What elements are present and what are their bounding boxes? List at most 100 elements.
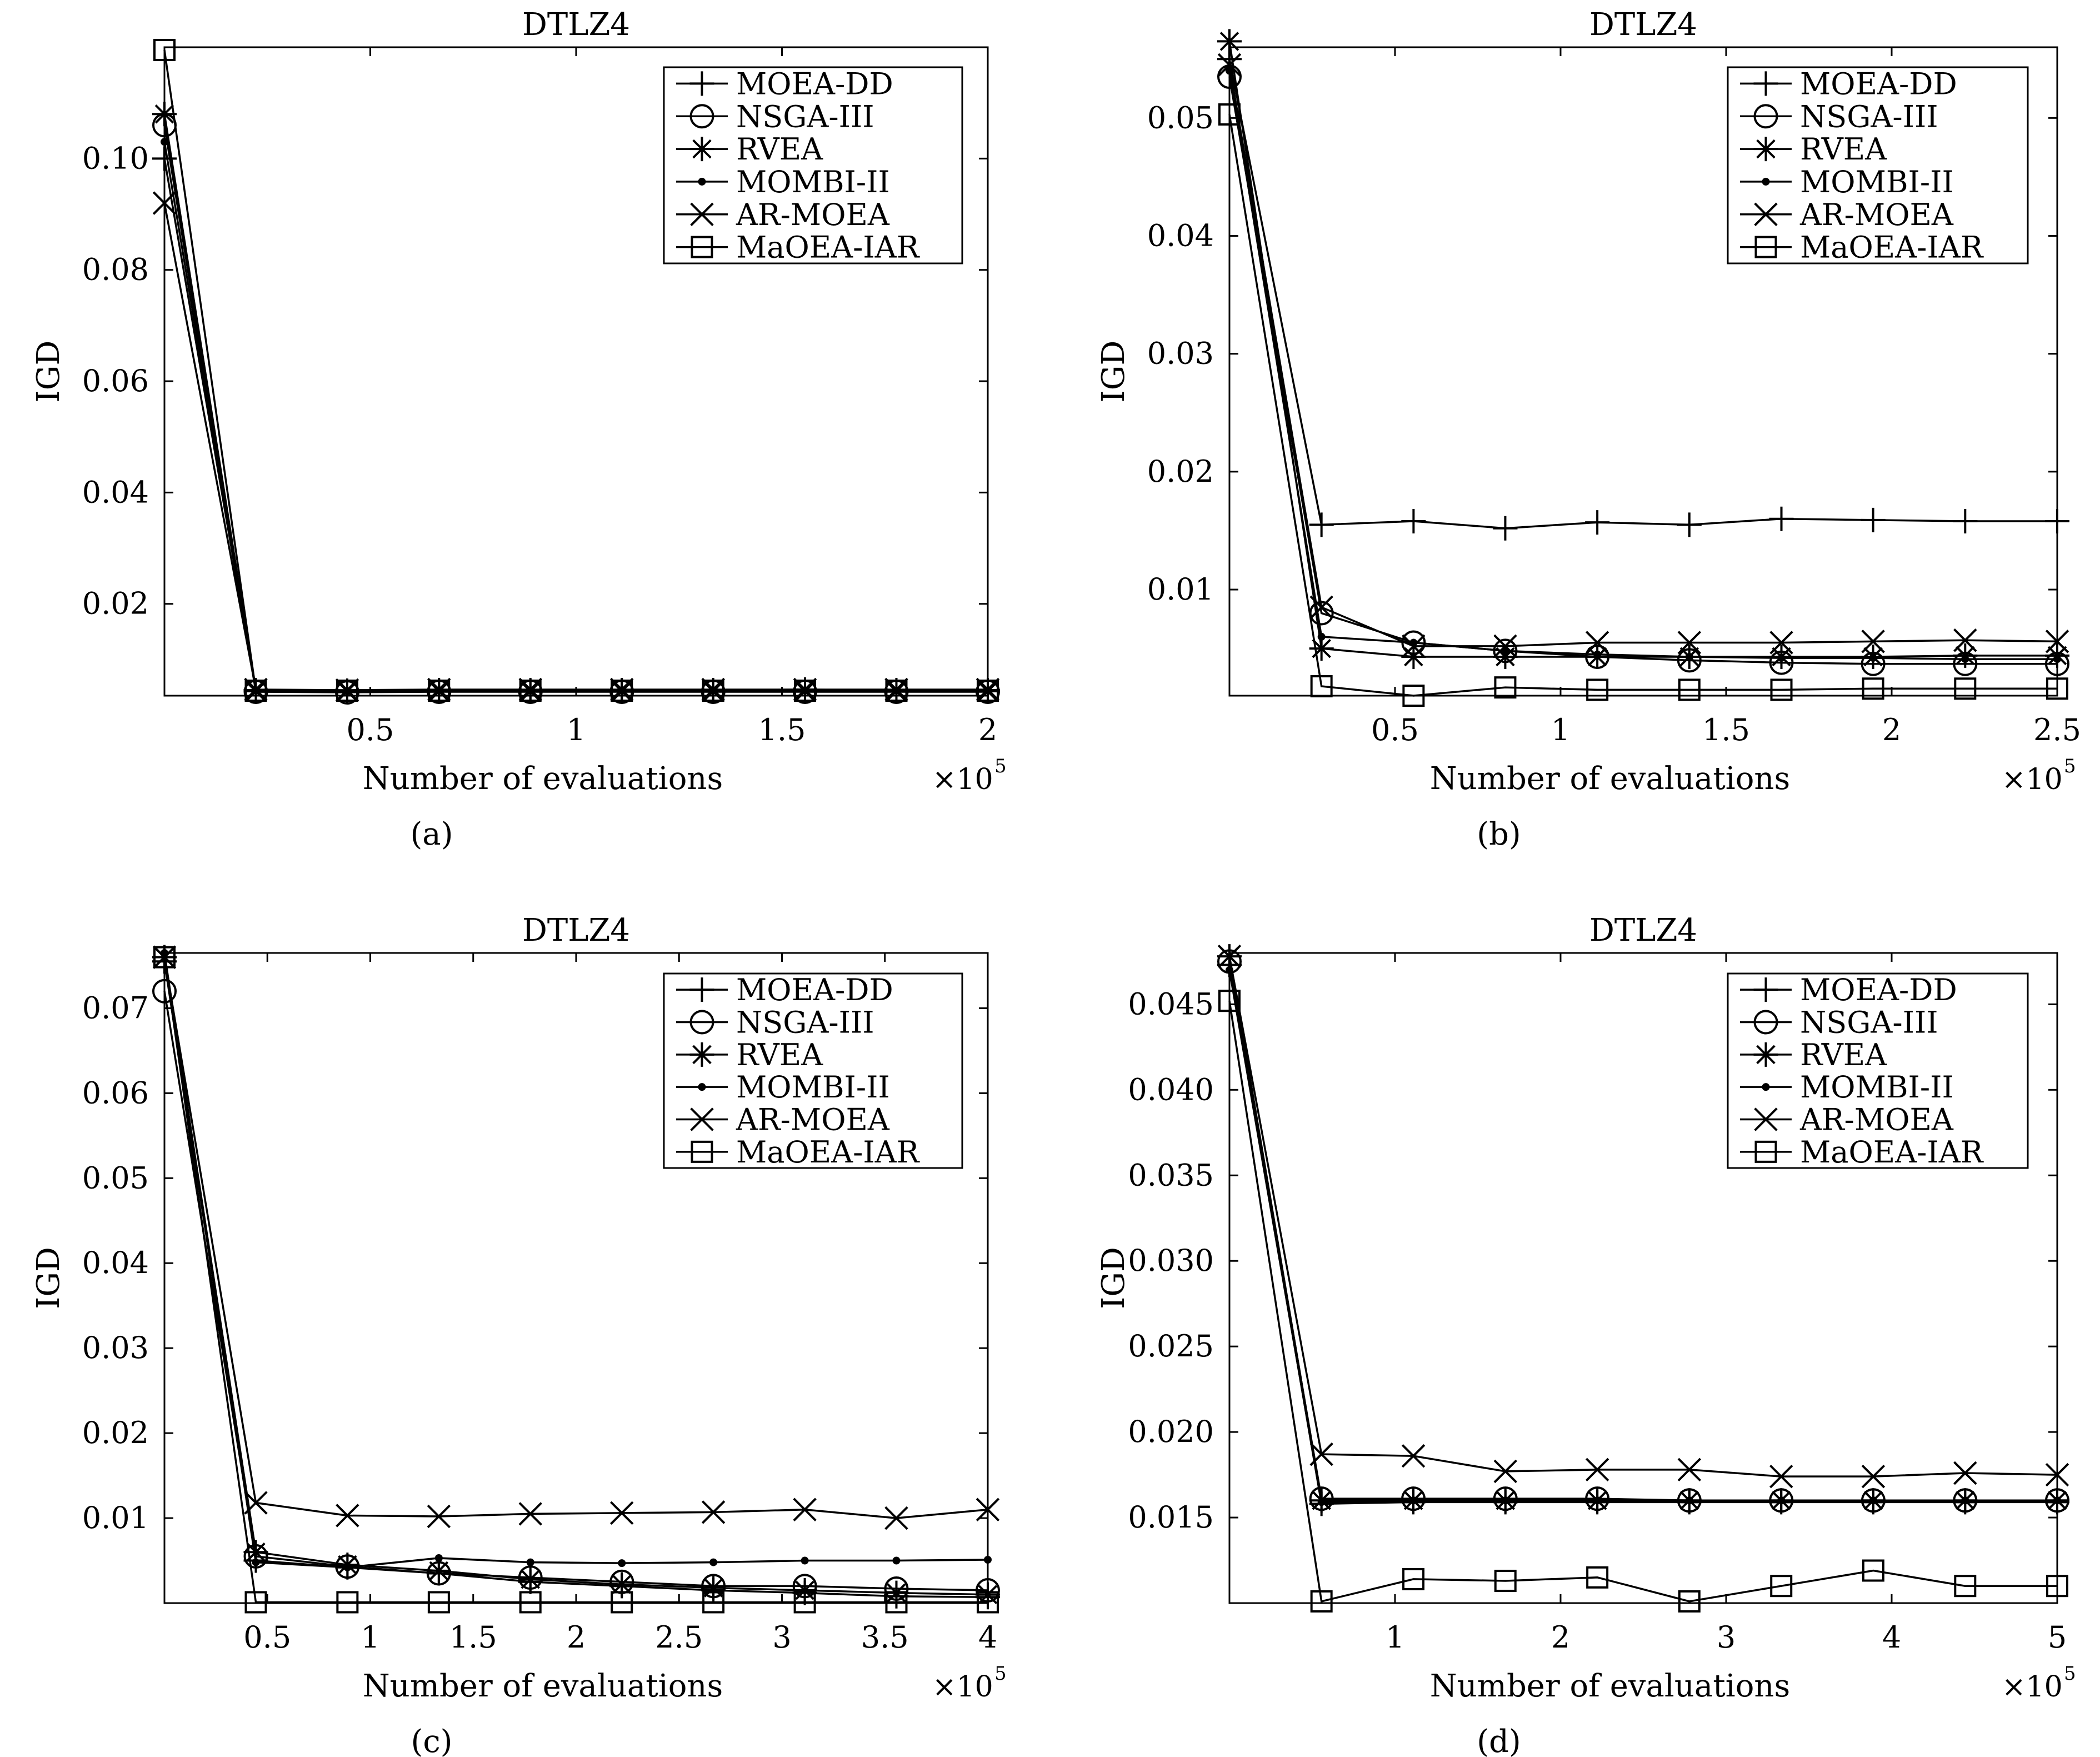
data-point	[244, 1591, 267, 1614]
chart-title: DTLZ4	[1589, 912, 1697, 949]
legend-label: MOMBI-II	[1800, 1070, 1954, 1105]
chart-title: DTLZ4	[522, 912, 630, 949]
legend-marker	[689, 1010, 714, 1035]
data-point	[884, 677, 908, 702]
legend-marker	[1762, 177, 1770, 186]
series-line	[1228, 71, 2057, 660]
legend: MOEA-DDNSGA-IIIRVEAMOMBI-IIAR-MOEAMaOEA-…	[1727, 972, 2029, 1170]
legend-label: AR-MOEA	[736, 197, 890, 232]
data-point	[892, 1556, 901, 1565]
legend-label: MaOEA-IAR	[736, 1135, 920, 1170]
legend-marker	[1754, 236, 1777, 258]
data-point	[1954, 1575, 1977, 1598]
data-point	[977, 1591, 999, 1614]
panel-label: (c)	[411, 1724, 452, 1757]
data-point	[1862, 1559, 1884, 1582]
data-point	[701, 677, 725, 702]
x-axis-label: Number of evaluations	[363, 761, 723, 797]
chart-panel-2: DTLZ4 0.5 1 1.5 2 2.5 0.01 0.02 0.03 0.04 0.05 Numb…	[1096, 7, 2081, 852]
data-point	[1678, 678, 1701, 701]
data-point	[428, 679, 451, 702]
legend-label: AR-MOEA	[736, 1102, 890, 1137]
x-tick-label: 1	[361, 1620, 379, 1655]
legend-label: RVEA	[736, 132, 823, 167]
y-tick-label: 0.05	[1147, 100, 1214, 135]
series-line	[163, 952, 988, 1569]
data-point	[1869, 654, 1877, 662]
x-tick-label: 1.5	[758, 712, 806, 747]
data-point	[610, 1501, 634, 1525]
data-point	[1402, 685, 1425, 707]
data-point	[1401, 1444, 1426, 1468]
x-tick-label: 1	[1386, 1620, 1404, 1655]
data-point	[2045, 630, 2069, 653]
data-point	[1309, 595, 1333, 620]
x-tick-label: 0.5	[243, 1620, 291, 1655]
legend-label: MOMBI-II	[736, 164, 890, 199]
legend-box	[663, 66, 963, 264]
data-point	[519, 679, 542, 702]
y-tick-label: 0.040	[1128, 1072, 1214, 1107]
data-point	[1309, 636, 1334, 661]
data-point	[885, 1591, 908, 1614]
series-line	[163, 957, 988, 1596]
data-point	[426, 1558, 451, 1583]
legend-marker	[1753, 1010, 1778, 1035]
legend-marker	[691, 236, 713, 258]
data-point	[336, 1591, 359, 1614]
panel-label: (a)	[410, 816, 453, 852]
data-point	[2046, 677, 2068, 700]
data-point	[1401, 644, 1426, 669]
x-tick-label: 5	[2048, 1620, 2067, 1655]
x-exponent-label: ×10	[932, 763, 993, 796]
series-line	[1228, 64, 2058, 647]
series-line	[1228, 76, 2057, 665]
data-point	[2053, 655, 2061, 663]
series-maoea-iar	[153, 946, 999, 1614]
data-point	[1585, 510, 1610, 535]
data-point	[702, 679, 724, 702]
data-point	[2045, 1462, 2069, 1487]
series-line	[1228, 58, 2057, 530]
data-point	[519, 1591, 542, 1614]
data-point	[518, 1502, 542, 1526]
series-line	[163, 957, 988, 1519]
legend-marker	[689, 104, 714, 129]
data-point	[1218, 990, 1241, 1012]
legend-label: MaOEA-IAR	[1800, 230, 1984, 265]
data-point	[1953, 508, 1978, 533]
data-point	[884, 1506, 908, 1530]
legend-marker	[690, 1107, 714, 1131]
y-tick-label: 0.06	[82, 1075, 149, 1110]
series-line	[1228, 114, 2057, 697]
data-point	[1769, 631, 1793, 655]
data-point	[1493, 516, 1518, 541]
data-point	[153, 39, 176, 62]
x-exponent-label: ×10	[2002, 1670, 2063, 1704]
legend-marker	[689, 137, 714, 162]
data-point	[518, 677, 542, 702]
y-tick-label: 0.07	[82, 990, 149, 1025]
plot-frame	[1228, 952, 2058, 1604]
series-line	[1228, 1000, 2057, 1603]
x-tick-label: 2	[567, 1620, 586, 1655]
y-tick-label: 0.08	[82, 252, 149, 287]
y-tick-label: 0.04	[1147, 218, 1214, 253]
legend-box	[1727, 972, 2029, 1169]
x-axis-label: Number of evaluations	[1430, 1668, 1790, 1704]
legend-label: MOMBI-II	[1800, 164, 1954, 199]
data-point	[244, 1491, 268, 1515]
series-mombi-ii	[161, 949, 992, 1571]
legend-marker	[1754, 202, 1778, 226]
data-point	[709, 1558, 718, 1566]
series-line	[163, 49, 988, 692]
data-point	[1678, 1590, 1701, 1613]
data-point	[1309, 512, 1334, 537]
data-point	[152, 979, 177, 1004]
series-maoea-iar	[1218, 990, 2068, 1613]
y-tick-label: 0.01	[82, 1500, 149, 1535]
data-point	[701, 1500, 726, 1524]
y-tick-label: 0.02	[82, 1415, 149, 1450]
y-tick-label: 0.04	[82, 475, 149, 510]
data-point	[1677, 512, 1702, 537]
